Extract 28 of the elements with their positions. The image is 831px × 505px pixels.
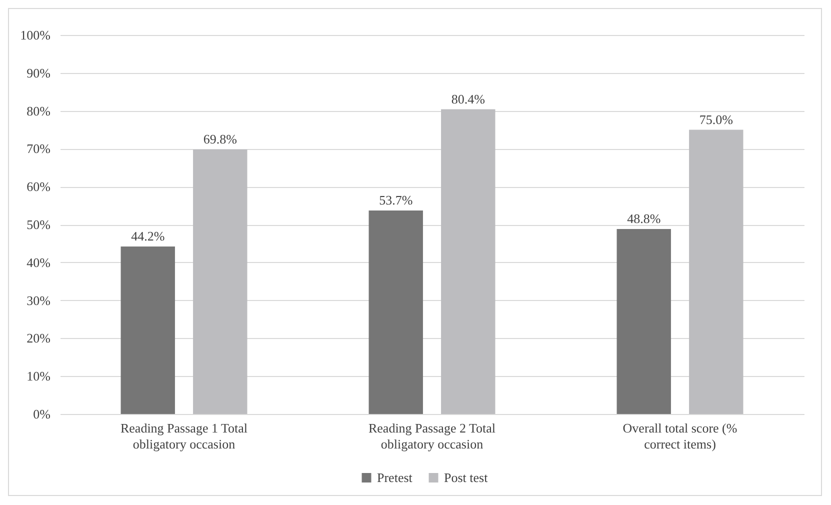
data-label: 75.0% <box>699 112 734 127</box>
y-tick-label: 90% <box>26 65 51 80</box>
bar <box>368 210 423 414</box>
bar <box>616 229 671 414</box>
y-tick-label: 70% <box>26 141 51 156</box>
x-tick-label: Overall total score (% correct items) <box>622 420 738 452</box>
y-tick-label: 30% <box>26 292 51 308</box>
bar <box>689 130 744 414</box>
data-label: 80.4% <box>451 91 486 106</box>
bar <box>120 246 175 414</box>
y-tick-label: 40% <box>26 254 51 270</box>
y-tick-label: 10% <box>26 368 51 384</box>
x-tick-label: Reading Passage 1 Total obligatory occasion <box>120 420 248 452</box>
bar <box>441 109 496 414</box>
y-tick-label: 100% <box>20 28 51 42</box>
legend-label: Post test <box>444 470 488 485</box>
x-tick-label: Reading Passage 2 Total obligatory occasion <box>368 420 496 452</box>
y-tick-label: 20% <box>26 330 51 346</box>
y-tick-label: 0% <box>33 406 51 422</box>
data-label: 48.8% <box>627 211 661 226</box>
data-label: 69.8% <box>203 131 238 146</box>
y-tick-label: 80% <box>26 103 51 118</box>
bar <box>193 149 248 414</box>
legend-label: Pretest <box>377 470 413 485</box>
y-tick-label: 50% <box>26 217 51 232</box>
data-label: 44.2% <box>131 228 165 244</box>
data-label: 53.7% <box>379 192 413 208</box>
y-tick-label: 60% <box>26 179 51 194</box>
